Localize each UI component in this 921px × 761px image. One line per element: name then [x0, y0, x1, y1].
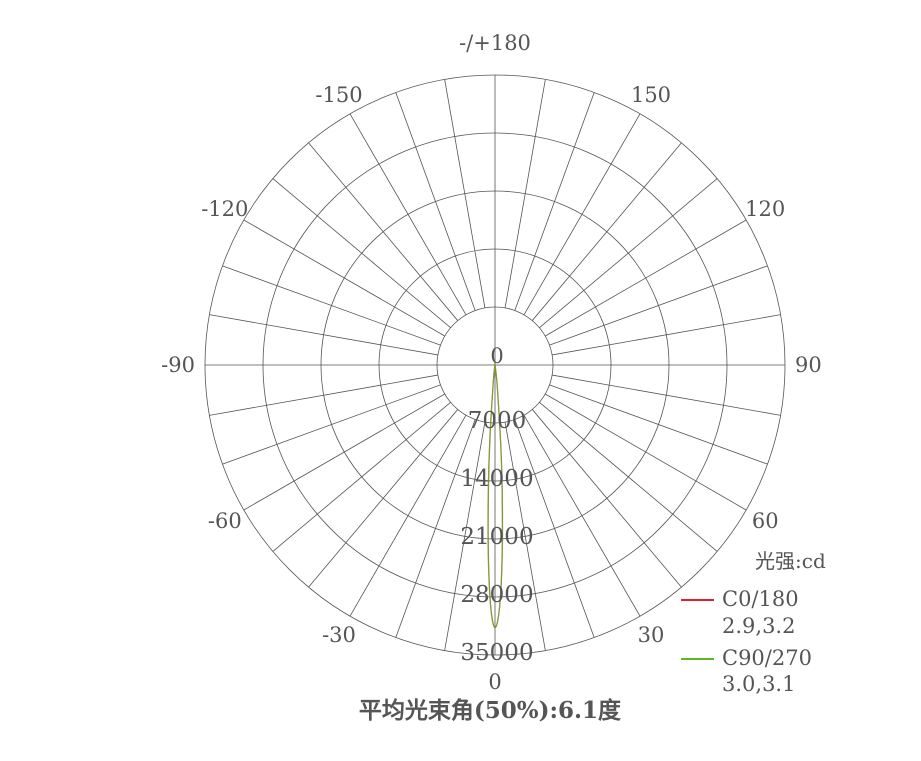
angle-tick-label: 150: [631, 83, 671, 107]
grid-spoke: [209, 374, 438, 416]
legend-label-c0: C0/180: [722, 587, 799, 611]
grid-spoke: [552, 314, 781, 356]
grid-spoke: [272, 401, 451, 552]
grid-spoke: [549, 265, 768, 346]
series-curve-1: [487, 363, 503, 629]
angle-tick-label: 60: [752, 509, 779, 533]
radial-tick-labels: 0 7000 14000 21000 28000 35000: [460, 344, 533, 666]
grid-spoke: [545, 393, 747, 511]
angle-tick-label: -120: [201, 197, 248, 221]
grid-spoke: [523, 113, 641, 315]
grid-spoke: [545, 219, 747, 337]
grid-spoke: [222, 384, 441, 465]
grid-spoke: [549, 384, 768, 465]
grid-spoke: [444, 422, 486, 651]
angle-tick-label: -60: [208, 509, 242, 533]
curves: [487, 363, 504, 629]
angle-tick-label: 30: [638, 623, 665, 647]
angle-tick-label: -30: [322, 623, 356, 647]
angle-tick-label: -90: [161, 353, 195, 377]
grid-spoke: [531, 409, 682, 588]
grid-spoke: [209, 314, 438, 356]
grid-spoke: [243, 393, 445, 511]
grid-spoke: [349, 415, 467, 617]
grid-spoke: [308, 142, 459, 321]
radial-tick-label: 35000: [460, 640, 533, 666]
radial-tick-label: 14000: [460, 466, 533, 492]
legend-angles-c0: 2.9,3.2: [722, 614, 795, 638]
radial-tick-label: 0: [490, 344, 503, 368]
grid-spoke: [272, 178, 451, 329]
grid-spoke: [504, 79, 546, 308]
angle-tick-label: 120: [745, 197, 785, 221]
grid: [204, 74, 786, 656]
radial-tick-label: 7000: [468, 408, 527, 434]
angle-tick-label: 0: [488, 670, 501, 694]
grid-spoke: [395, 419, 476, 638]
grid-spoke: [349, 113, 467, 315]
angle-tick-label: -150: [315, 83, 362, 107]
grid-spoke: [514, 419, 595, 638]
grid-spoke: [514, 92, 595, 311]
radial-tick-label: 28000: [460, 582, 533, 608]
grid-spoke: [531, 142, 682, 321]
legend-label-c90: C90/270: [722, 646, 812, 670]
legend: C0/180 2.9,3.2 C90/270 3.0,3.1: [681, 587, 812, 696]
grid-spoke: [243, 219, 445, 337]
grid-spoke: [504, 422, 546, 651]
grid-spoke: [222, 265, 441, 346]
grid-spoke: [444, 79, 486, 308]
grid-spoke: [539, 401, 718, 552]
grid-spoke: [539, 178, 718, 329]
chart-title: 平均光束角(50%):6.1度: [359, 697, 622, 724]
angle-tick-label: 90: [795, 353, 822, 377]
grid-spoke: [308, 409, 459, 588]
legend-angles-c90: 3.0,3.1: [722, 672, 795, 696]
angle-tick-labels: 0 30 60 90 120 150 -/+180 -150 -120 -90 -60 -30: [161, 31, 822, 694]
grid-spoke: [523, 415, 641, 617]
unit-label: 光强:cd: [755, 549, 826, 573]
grid-spoke: [552, 374, 781, 416]
grid-spoke: [395, 92, 476, 311]
radial-tick-label: 21000: [460, 524, 533, 550]
angle-tick-label: -/+180: [459, 31, 531, 55]
